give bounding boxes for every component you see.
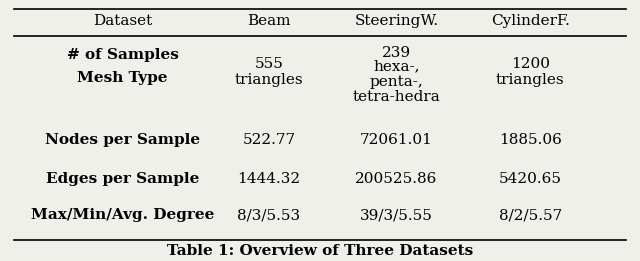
Text: 522.77: 522.77 — [243, 133, 296, 147]
Text: Mesh Type: Mesh Type — [77, 71, 168, 85]
Text: Dataset: Dataset — [93, 14, 152, 28]
Text: SteeringW.: SteeringW. — [355, 14, 438, 28]
Text: 239: 239 — [382, 46, 411, 60]
Text: Edges per Sample: Edges per Sample — [46, 173, 199, 186]
Text: hexa-,: hexa-, — [373, 60, 420, 74]
Text: Nodes per Sample: Nodes per Sample — [45, 133, 200, 147]
Text: 555: 555 — [255, 57, 284, 71]
Text: CylinderF.: CylinderF. — [491, 14, 570, 28]
Text: Beam: Beam — [247, 14, 291, 28]
Text: 8/3/5.53: 8/3/5.53 — [237, 208, 301, 222]
Text: triangles: triangles — [496, 73, 564, 87]
Text: 5420.65: 5420.65 — [499, 173, 562, 186]
Text: 1200: 1200 — [511, 57, 550, 71]
Text: # of Samples: # of Samples — [67, 48, 179, 62]
Text: triangles: triangles — [235, 73, 303, 87]
Text: 200525.86: 200525.86 — [355, 173, 438, 186]
Text: tetra-hedra: tetra-hedra — [353, 91, 440, 104]
Text: Table 1: Overview of Three Datasets: Table 1: Overview of Three Datasets — [167, 244, 473, 258]
Text: penta-,: penta-, — [369, 75, 423, 89]
Text: 8/2/5.57: 8/2/5.57 — [499, 208, 562, 222]
Text: 1444.32: 1444.32 — [237, 173, 301, 186]
Text: 1885.06: 1885.06 — [499, 133, 562, 147]
Text: 39/3/5.55: 39/3/5.55 — [360, 208, 433, 222]
Text: 72061.01: 72061.01 — [360, 133, 433, 147]
Text: Max/Min/Avg. Degree: Max/Min/Avg. Degree — [31, 208, 214, 222]
